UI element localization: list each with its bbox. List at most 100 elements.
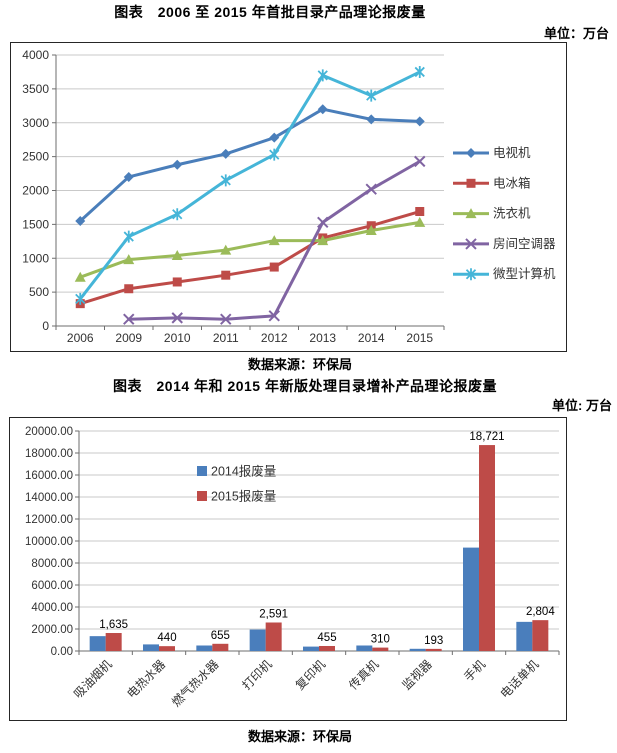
bar-2014报废量-8: [516, 621, 533, 651]
x-category-label: 2009: [115, 331, 142, 345]
bar-2015报废量-2: [212, 643, 229, 651]
triangle-marker: [123, 254, 135, 265]
chart2-source: 数据来源：环保局: [247, 729, 352, 744]
bar-2014报废量-3: [249, 629, 266, 651]
legend-swatch: [197, 466, 207, 476]
legend-label: 洗衣机: [493, 206, 531, 221]
legend-label: 电冰箱: [493, 175, 531, 190]
legend-item: 电视机: [453, 145, 531, 160]
y-tick-label: 500: [29, 285, 49, 299]
triangle-marker: [414, 216, 426, 227]
bar-chart-svg: 0.00 2000.00 4000.00 6000.00 8000.00 10000.00…: [25, 426, 560, 710]
square-marker: [221, 270, 231, 280]
bar-2015报废量-5: [372, 647, 389, 651]
legend-item: 2014报废量: [197, 464, 276, 479]
bar-2014报废量-4: [303, 646, 319, 651]
y-tick-label: 12000.00: [25, 514, 73, 526]
diamond-marker: [414, 116, 425, 127]
bar-2014报废量-7: [463, 547, 479, 651]
y-tick-label: 1000: [22, 251, 49, 265]
y-tick-label: 2000: [22, 184, 49, 198]
asterisk-marker: [269, 148, 280, 161]
x-category-label: 监视器: [399, 657, 435, 693]
asterisk-marker: [317, 69, 328, 82]
bar-2014报废量-1: [143, 644, 159, 651]
data-labels: 1,635 440 655 2,591 455 310 193 18,721 2,804: [99, 431, 555, 647]
asterisk-marker: [465, 268, 477, 281]
asterisk-marker: [172, 208, 183, 221]
y-tick-label: 6000.00: [31, 580, 73, 592]
y-tick-label: 18000.00: [25, 448, 73, 460]
bar-2015报废量-3: [265, 622, 282, 651]
x-category-label: 2015: [406, 331, 433, 345]
y-tick-label: 20000.00: [25, 426, 73, 438]
x-category-label: 2010: [164, 331, 191, 345]
y-tick-label: 0: [42, 319, 49, 333]
x-category-label: 复印机: [293, 657, 328, 692]
series-line: [78, 210, 422, 306]
y-tick-label: 14000.00: [25, 492, 73, 504]
triangle-marker: [317, 235, 329, 246]
legend-swatch: [197, 491, 207, 501]
square-marker: [415, 207, 425, 217]
bar-value-label: 455: [317, 632, 336, 644]
square-marker: [269, 262, 279, 272]
line-chart: 0 500 1000 1500 2000 2500 3000 3500 4000 2006 2009…: [10, 42, 567, 352]
x-category-label: 燃气热水器: [168, 657, 221, 710]
line-chart-svg: 0 500 1000 1500 2000 2500 3000 3500 4000 2006 2009…: [22, 48, 556, 345]
triangle-marker: [365, 224, 377, 235]
diamond-marker: [123, 171, 134, 182]
legend-label: 2014报废量: [211, 464, 276, 479]
bar-value-label: 655: [211, 630, 230, 642]
chart1-source: 数据来源：环保局: [247, 357, 352, 372]
legend-item: 洗衣机: [453, 206, 531, 221]
y-tick-label: 0.00: [51, 646, 73, 658]
x-category-label: 电话单机: [498, 657, 542, 701]
bar-value-label: 310: [371, 634, 390, 646]
legend-label: 电视机: [493, 145, 531, 160]
series-4: [75, 65, 425, 305]
series-3: [123, 155, 426, 325]
diamond-marker: [317, 104, 328, 115]
y-tick-label: 8000.00: [31, 558, 73, 570]
x-marker: [268, 310, 280, 322]
legend-label: 房间空调器: [493, 236, 556, 251]
y-tick-label: 16000.00: [25, 470, 73, 482]
asterisk-marker: [75, 292, 86, 305]
y-axis: 0 500 1000 1500 2000 2500 3000 3500 4000: [22, 48, 57, 333]
x-category-label: 电热水器: [124, 657, 168, 701]
series-0: [75, 104, 425, 226]
bar-2014报废量-2: [196, 645, 213, 651]
bar-value-label: 2,591: [259, 608, 288, 620]
bars: [89, 445, 549, 651]
triangle-marker: [465, 208, 477, 219]
triangle-marker: [171, 250, 183, 261]
bar-2015报废量-6: [425, 648, 442, 651]
bar-value-label: 18,721: [469, 431, 504, 443]
diamond-marker: [75, 215, 86, 226]
bar-value-label: 440: [157, 632, 176, 644]
bar-value-label: 1,635: [99, 619, 128, 631]
series-line: [78, 70, 422, 301]
bar-2014报废量-6: [409, 648, 426, 651]
series-2: [74, 216, 426, 282]
legend-label: 微型计算机: [493, 266, 556, 281]
y-tick-label: 2000.00: [31, 624, 73, 636]
series-line: [78, 220, 422, 279]
diamond-marker: [172, 159, 183, 170]
chart1-unit-label: 单位：万台: [543, 26, 609, 41]
x-marker: [171, 312, 183, 324]
x-marker: [123, 313, 135, 325]
y-tick-label: 4000: [22, 48, 49, 62]
diamond-marker: [466, 148, 476, 158]
triangle-marker: [268, 235, 280, 246]
series-line: [78, 107, 422, 223]
bar-2015报废量-8: [532, 620, 549, 651]
y-tick-label: 3500: [22, 82, 49, 96]
x-marker: [365, 183, 377, 195]
bar-2014报废量-0: [89, 636, 106, 651]
chart2-title: 图表 2014 年和 2015 年新版处理目录增补产品理论报废量: [113, 378, 497, 394]
bar-2015报废量-7: [479, 445, 495, 651]
diamond-marker: [220, 148, 231, 159]
